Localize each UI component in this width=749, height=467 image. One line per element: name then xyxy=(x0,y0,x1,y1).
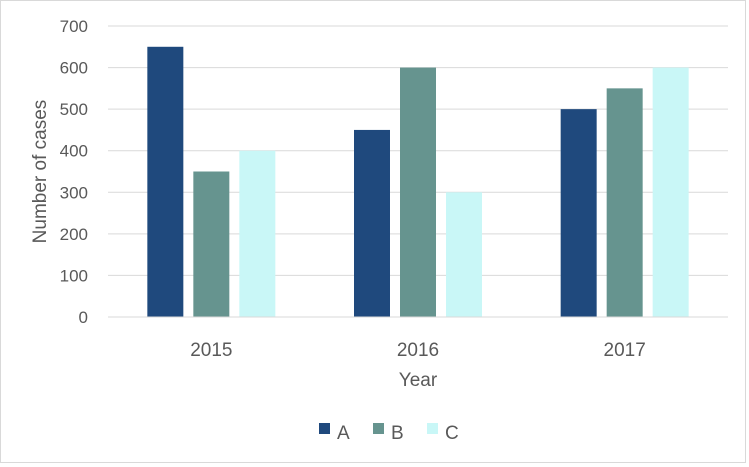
y-axis-title: Number of cases xyxy=(30,100,51,244)
bar-c-2016 xyxy=(446,192,482,317)
x-axis-categories: 2015 2016 2017 xyxy=(190,340,646,361)
y-tick-label: 700 xyxy=(60,17,88,36)
legend-label-a: A xyxy=(337,423,350,444)
legend-swatch-c xyxy=(427,423,438,434)
x-category-label: 2015 xyxy=(190,340,232,361)
x-category-label: 2016 xyxy=(397,340,439,361)
y-tick-label: 600 xyxy=(60,59,88,78)
bars xyxy=(147,46,689,318)
y-tick-label: 400 xyxy=(60,142,88,161)
x-category-label: 2017 xyxy=(604,340,646,361)
legend-label-c: C xyxy=(445,423,459,444)
legend-swatch-b xyxy=(373,423,384,434)
legend: A B C xyxy=(319,423,459,444)
bar-a-2016 xyxy=(354,129,390,317)
y-axis-ticks: 0 100 200 300 400 500 600 700 xyxy=(60,17,88,327)
y-tick-label: 300 xyxy=(60,183,88,202)
bar-a-2017 xyxy=(560,109,597,318)
x-axis-title: Year xyxy=(399,370,438,391)
bar-b-2015 xyxy=(193,171,230,317)
y-tick-label: 0 xyxy=(79,308,88,327)
y-tick-label: 200 xyxy=(60,225,88,244)
legend-swatch-a xyxy=(319,423,330,434)
legend-label-b: B xyxy=(391,423,404,444)
bar-b-2017 xyxy=(606,88,643,317)
y-tick-label: 500 xyxy=(60,100,88,119)
y-tick-label: 100 xyxy=(60,266,88,285)
bar-c-2017 xyxy=(652,67,689,317)
bar-c-2015 xyxy=(239,150,276,317)
bar-b-2016 xyxy=(400,67,436,317)
bar-a-2015 xyxy=(147,46,184,318)
